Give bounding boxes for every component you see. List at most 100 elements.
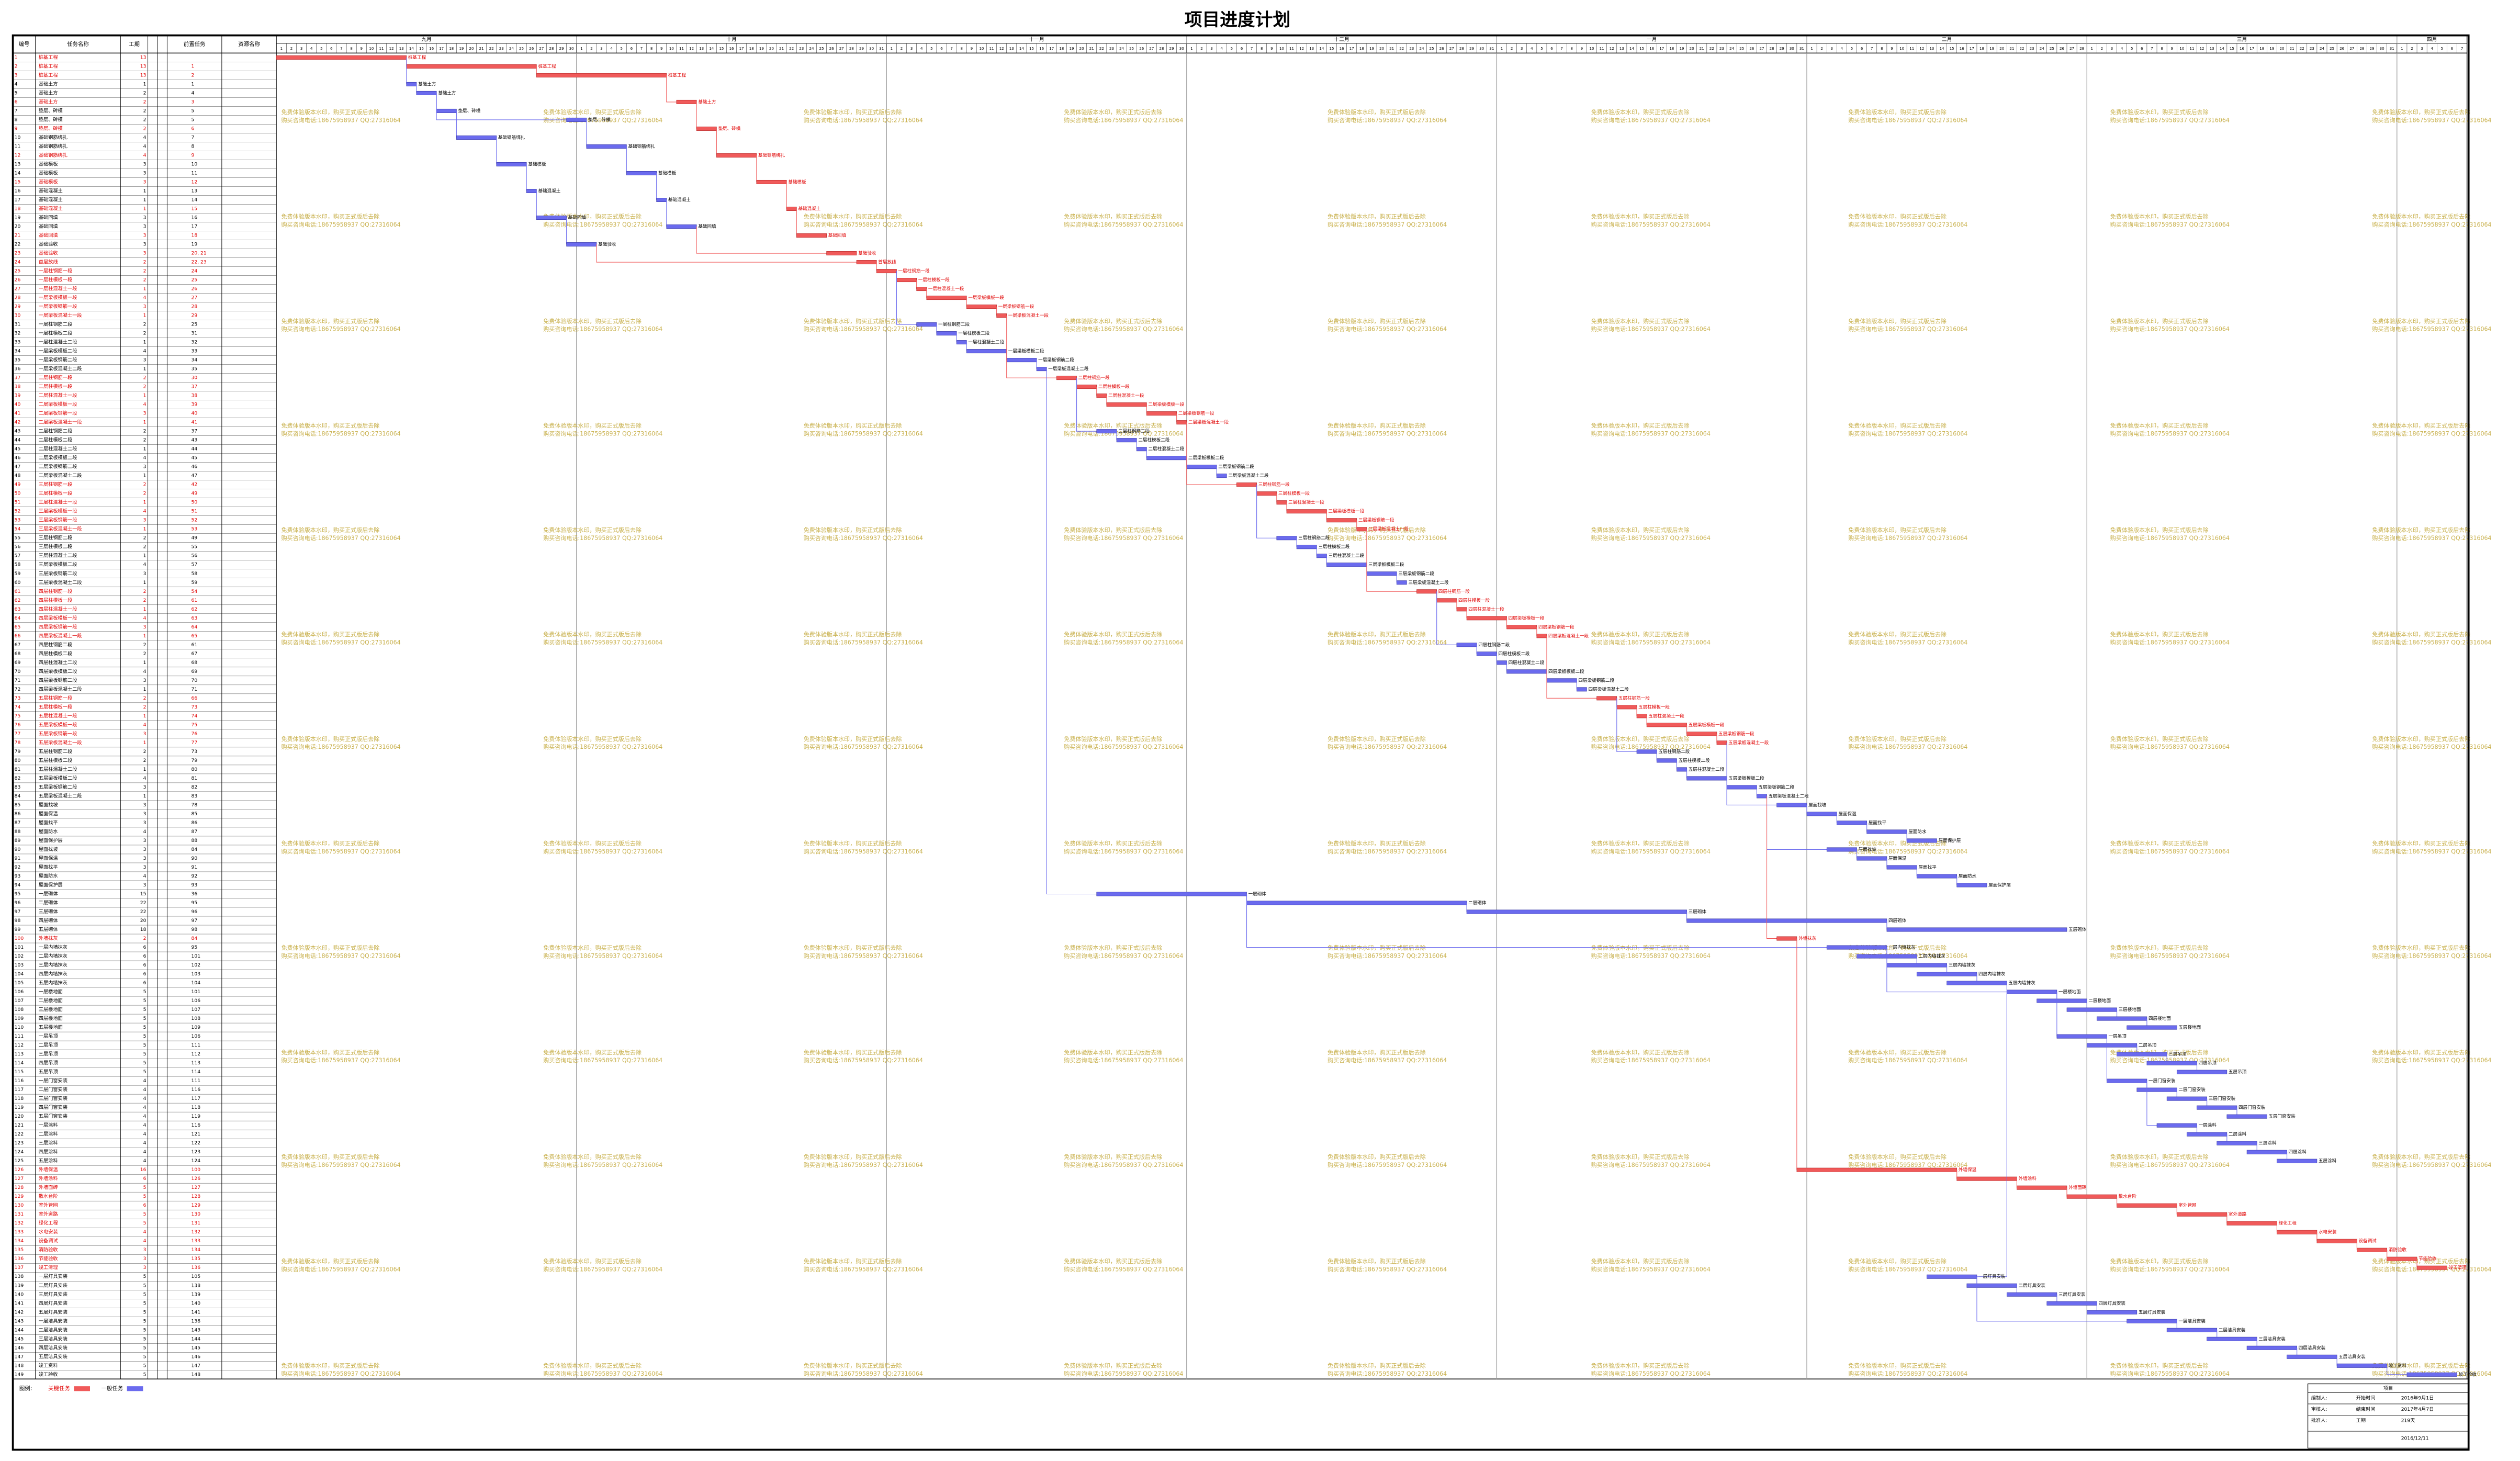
- task-bar: [1906, 838, 1937, 843]
- watermark: 免费体验版本水印，购买正式版后去除: [1328, 213, 1426, 220]
- bar-label: 一层灯具安装: [1978, 1273, 2006, 1279]
- row-id: 117: [15, 1087, 24, 1093]
- task-bar: [2066, 1007, 2117, 1012]
- task-bar: [276, 55, 407, 60]
- task-bar: [2037, 998, 2087, 1003]
- day-label: 29: [859, 46, 864, 51]
- watermark: 购买咨询电话:18675958937 QQ:27316064: [2372, 952, 2491, 960]
- day-label: 3: [2111, 46, 2113, 51]
- bar-label: 桩基工程: [538, 63, 556, 69]
- row-id: 44: [15, 437, 21, 443]
- row-name: 四层柱模板一段: [39, 597, 72, 603]
- bar-label: 外墙保温: [1959, 1166, 1977, 1173]
- row-name: 二层梁板钢筋一段: [39, 410, 77, 417]
- watermark: 购买咨询电话:18675958937 QQ:27316064: [1591, 743, 1711, 750]
- month-label: 十一月: [1029, 36, 1044, 43]
- day-label: 22: [789, 46, 794, 51]
- watermark: 购买咨询电话:18675958937 QQ:27316064: [1848, 116, 1967, 123]
- watermark: 免费体验版本水印，购买正式版后去除: [543, 1257, 642, 1265]
- bar-label: 屋面保温: [1838, 811, 1857, 817]
- row-id: 53: [15, 518, 21, 523]
- row-id: 35: [15, 357, 21, 363]
- row-duration: 2: [143, 535, 147, 541]
- row-id: 21: [15, 233, 21, 239]
- row-id: 66: [15, 633, 21, 639]
- row-duration: 4: [143, 1122, 147, 1128]
- row-predecessor: 40: [192, 411, 198, 417]
- row-name: 四层梁板钢筋一段: [39, 624, 77, 630]
- row-duration: 4: [143, 295, 147, 301]
- row-predecessor: 82: [192, 784, 198, 790]
- day-label: 7: [1871, 46, 1873, 51]
- row-duration: 2: [143, 429, 147, 434]
- row-name: 五层梁板模板二段: [39, 775, 77, 781]
- task-bar: [1916, 874, 1958, 879]
- watermark: 免费体验版本水印，购买正式版后去除: [1064, 1257, 1162, 1265]
- bar-label: 屋面找平: [1918, 864, 1937, 870]
- watermark: 免费体验版本水印，购买正式版后去除: [2372, 735, 2470, 743]
- day-label: 4: [920, 46, 923, 51]
- dependency-link: [1436, 591, 1457, 645]
- row-name: 绿化工程: [39, 1220, 58, 1226]
- day-label: 6: [330, 46, 333, 51]
- row-predecessor: 112: [192, 1051, 201, 1057]
- day-label: 6: [940, 46, 943, 51]
- bar-label: 三层灯具安装: [2058, 1291, 2086, 1297]
- info-cell: 2016年9月1日: [2401, 1395, 2434, 1401]
- row-duration: 4: [143, 402, 147, 408]
- row-duration: 6: [143, 1176, 147, 1182]
- dependency-link: [1186, 422, 1237, 485]
- row-predecessor: 28: [192, 304, 198, 310]
- task-bar: [1796, 1167, 1958, 1172]
- day-label: 23: [799, 46, 804, 51]
- bar-label: 消防验收: [2389, 1246, 2407, 1253]
- day-label: 30: [1479, 46, 1484, 51]
- row-id: 17: [15, 197, 21, 203]
- bar-label: 四层涂料: [2289, 1149, 2307, 1155]
- row-name: 设备调试: [39, 1238, 58, 1244]
- day-label: 16: [429, 46, 434, 51]
- row-name: 四层梁板模板一段: [39, 615, 77, 621]
- row-predecessor: 35: [192, 366, 198, 372]
- task-bar: [566, 117, 587, 122]
- task-bar: [966, 349, 1007, 354]
- day-label: 5: [2131, 46, 2133, 51]
- bar-label: 五层梁板混凝土一段: [1728, 739, 1769, 746]
- row-predecessor: 101: [192, 953, 201, 959]
- watermark: 购买咨询电话:18675958937 QQ:27316064: [2110, 952, 2230, 960]
- row-name: 一层门窗安装: [39, 1077, 68, 1084]
- row-name: 基础验收: [39, 250, 58, 256]
- row-duration: 4: [143, 1114, 147, 1119]
- row-duration: 1: [143, 740, 147, 746]
- watermark: 购买咨询电话:18675958937 QQ:27316064: [804, 639, 923, 646]
- row-id: 109: [15, 1016, 24, 1021]
- day-label: 8: [350, 46, 352, 51]
- day-label: 18: [749, 46, 754, 51]
- day-label: 13: [1009, 46, 1014, 51]
- row-predecessor: 52: [192, 518, 198, 523]
- watermark: 购买咨询电话:18675958937 QQ:27316064: [543, 952, 662, 960]
- row-id: 86: [15, 811, 21, 817]
- row-id: 36: [15, 366, 21, 372]
- row-name: 屋面防水: [39, 873, 58, 879]
- info-header: 项目: [2383, 1386, 2393, 1391]
- row-id: 25: [15, 268, 21, 274]
- row-predecessor: 148: [192, 1372, 201, 1377]
- task-bar: [436, 108, 457, 113]
- watermark: 购买咨询电话:18675958937 QQ:27316064: [282, 1370, 401, 1377]
- bar-label: 五层柱钢筋一段: [1618, 695, 1650, 701]
- day-label: 8: [1571, 46, 1573, 51]
- row-duration: 2: [143, 695, 147, 701]
- task-bar: [1116, 438, 1137, 443]
- row-name: 基础验收: [39, 241, 58, 248]
- row-name: 四层柱混凝土二段: [39, 659, 77, 666]
- watermark: 免费体验版本水印，购买正式版后去除: [543, 526, 642, 534]
- bar-label: 五层灯具安装: [2139, 1309, 2166, 1315]
- row-predecessor: 66: [192, 695, 198, 701]
- bar-label: 四层洁具安装: [2299, 1344, 2326, 1351]
- row-name: 三层柱钢筋一段: [39, 481, 72, 488]
- watermark: 免费体验版本水印，购买正式版后去除: [2110, 944, 2209, 951]
- row-id: 73: [15, 695, 21, 701]
- row-predecessor: 56: [192, 553, 198, 559]
- bar-label: 基础模板: [528, 161, 546, 167]
